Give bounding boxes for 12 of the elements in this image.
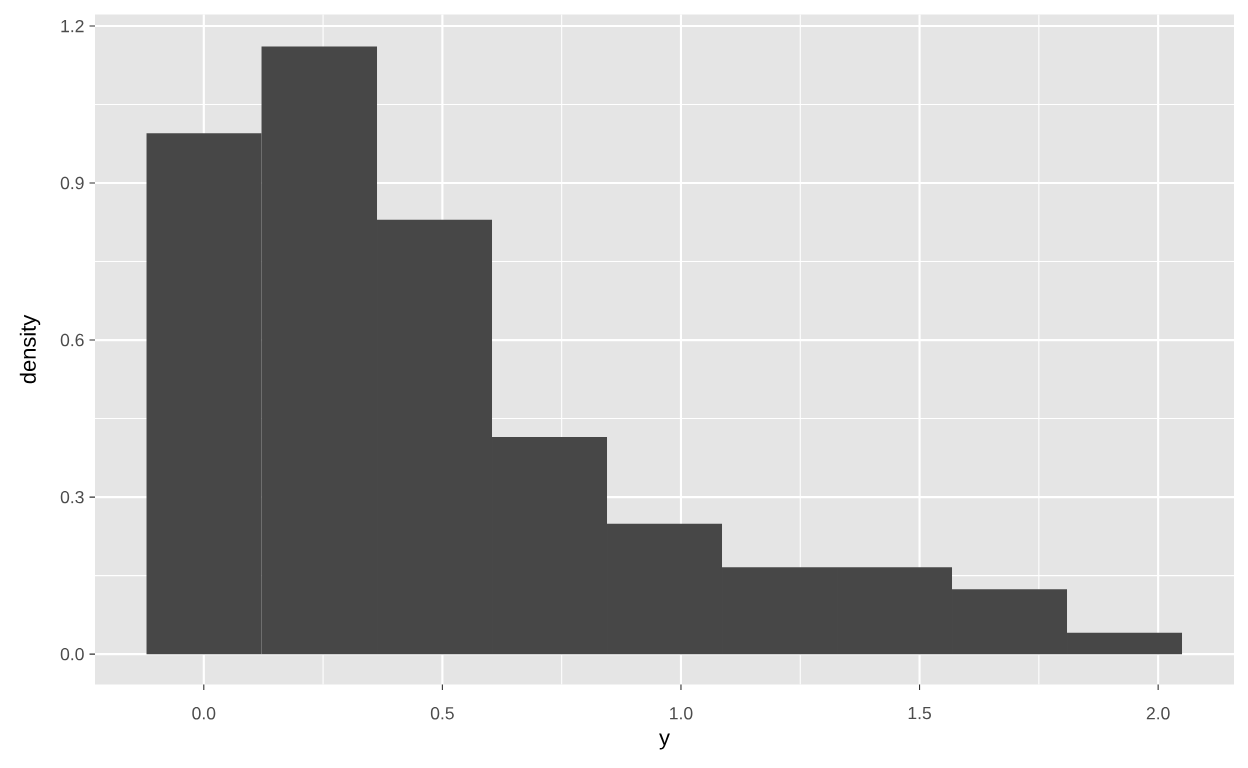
x-tick-label: 0.5 bbox=[430, 707, 454, 720]
x-tick-label: 2.0 bbox=[1146, 707, 1170, 720]
y-tick-label: 1.2 bbox=[61, 19, 84, 33]
x-tick-label: 1.0 bbox=[670, 707, 693, 720]
y-axis-title: density bbox=[19, 314, 41, 384]
x-axis-title: y bbox=[659, 733, 670, 750]
y-tick-label: 0.3 bbox=[60, 490, 84, 504]
y-tick-label: 0.9 bbox=[60, 176, 84, 190]
y-tick-label: 0.0 bbox=[60, 647, 84, 661]
x-tick-label: 1.5 bbox=[908, 707, 931, 720]
x-tick-label: 0.0 bbox=[192, 707, 216, 720]
y-tick-label: 0.6 bbox=[60, 333, 84, 347]
